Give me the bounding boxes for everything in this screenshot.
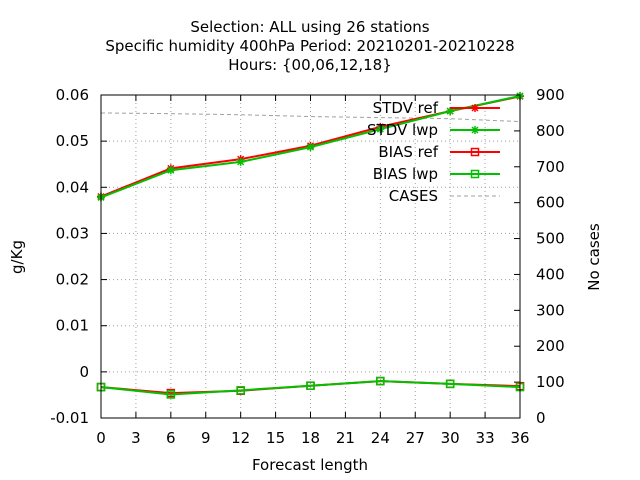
legend-label: CASES: [389, 187, 438, 205]
y2-tick-label: 700: [536, 158, 565, 176]
x-tick-label: 9: [201, 429, 211, 447]
data-point: [166, 166, 175, 175]
x-tick-label: 12: [231, 429, 250, 447]
x-tick-label: 21: [336, 429, 355, 447]
x-tick-label: 18: [301, 429, 320, 447]
legend-entry: STDV ref: [373, 99, 500, 117]
y-tick-label: 0: [79, 363, 89, 381]
y2-tick-label: 600: [536, 194, 565, 212]
y2-tick-label: 800: [536, 122, 565, 140]
x-tick-label: 33: [476, 429, 495, 447]
y2-tick-label: 900: [536, 86, 565, 104]
x-tick-label: 36: [510, 429, 529, 447]
legend-label: BIAS ref: [378, 143, 438, 161]
legend-entry: CASES: [389, 187, 500, 205]
data-point: [376, 376, 385, 386]
plot-frame: [100, 94, 521, 419]
x-axis-label: Forecast length: [252, 456, 368, 474]
legend: STDV ref STDV lwp BIAS ref BIAS lwp CASES: [367, 99, 500, 205]
data-point: [376, 125, 385, 134]
legend-label: STDV lwp: [367, 121, 438, 139]
series-line: [100, 380, 521, 396]
y2-tick-label: 0: [536, 409, 546, 427]
y-tick-label: 0.04: [56, 178, 89, 196]
data-point: [306, 143, 315, 152]
x-tick-label: 15: [266, 429, 285, 447]
x-tick-label: 3: [131, 429, 141, 447]
y-tick-label: -0.01: [50, 409, 89, 427]
data-point: [306, 381, 315, 390]
x-tick-label: 6: [166, 429, 176, 447]
x-tick-label: 0: [96, 429, 106, 447]
legend-entry: BIAS lwp: [373, 165, 500, 183]
y-tick-label: 0.03: [56, 224, 89, 242]
chart-title: Selection: ALL using 26 stations Specifi…: [105, 18, 514, 74]
y2-tick-label: 100: [536, 373, 565, 391]
data-point: [446, 107, 455, 116]
legend-entry: STDV lwp: [367, 121, 500, 139]
series-line: [100, 112, 521, 123]
legend-label: BIAS lwp: [373, 165, 438, 183]
y-tick-label: 0.05: [56, 132, 89, 150]
y2-tick-label: 400: [536, 265, 565, 283]
data-point: [445, 379, 455, 389]
data-point: [236, 157, 245, 166]
data-point: [166, 390, 176, 399]
legend-label: STDV ref: [373, 99, 439, 117]
data-point: [236, 386, 245, 395]
ticks: 0 3 6 9 12 15 18 21 24 27 30 33 36-0.0100.010.020.03…: [50, 86, 564, 447]
y-axis-label: g/Kg: [8, 240, 26, 274]
y-tick-label: 0.01: [56, 317, 89, 335]
x-tick-label: 27: [406, 429, 425, 447]
title-line-2: Specific humidity 400hPa Period: 2021020…: [105, 37, 514, 55]
y2-tick-label: 300: [536, 301, 565, 319]
y-tick-label: 0.02: [56, 271, 89, 289]
legend-marker: [470, 169, 480, 179]
y2-axis-label: No cases: [585, 223, 603, 291]
y-tick-label: 0.06: [56, 86, 89, 104]
title-line-1: Selection: ALL using 26 stations: [190, 18, 429, 36]
title-line-3: Hours: {00,06,12,18}: [228, 56, 392, 74]
x-tick-label: 24: [371, 429, 390, 447]
y2-tick-label: 200: [536, 337, 565, 355]
y2-tick-label: 500: [536, 230, 565, 248]
x-tick-label: 30: [441, 429, 460, 447]
legend-marker: [471, 104, 479, 112]
series-cases: [100, 112, 521, 123]
legend-entry: BIAS ref: [378, 143, 500, 161]
series: [96, 91, 525, 399]
legend-marker: [470, 147, 480, 157]
legend-marker: [471, 126, 479, 134]
